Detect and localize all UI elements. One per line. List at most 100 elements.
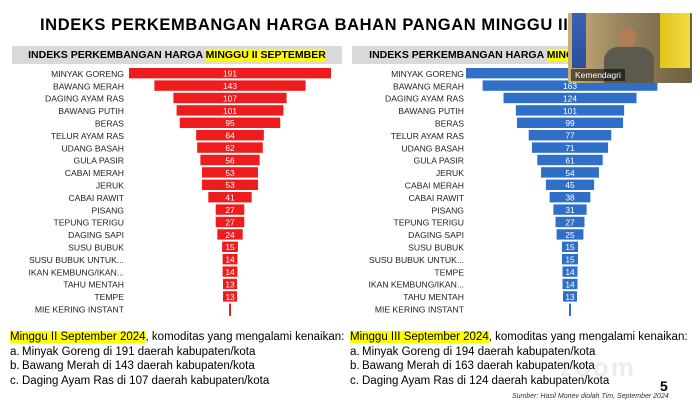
category-label: MINYAK GORENG xyxy=(51,69,124,79)
right-header-prefix: INDEKS PERKEMBANGAN HARGA xyxy=(369,49,547,61)
category-label: CABAI MERAH xyxy=(65,168,124,178)
left-summary-item: a. Minyak Goreng di 191 daerah kabupaten/… xyxy=(10,345,350,360)
category-label: TELUR AYAM RAS xyxy=(391,131,464,141)
speaker-head xyxy=(618,27,636,47)
category-label: SUSU BUBUK xyxy=(408,243,464,253)
bar xyxy=(537,154,603,166)
bar-value-label: 62 xyxy=(225,143,235,153)
bar-value-label: 54 xyxy=(565,168,575,178)
category-label: TEPUNG TERIGU xyxy=(53,218,124,228)
category-label: DAGING SAPI xyxy=(68,230,124,240)
left-summary: Minggu II September 2024, komoditas yang… xyxy=(10,330,350,388)
bar xyxy=(201,167,259,178)
bar-value-label: 27 xyxy=(565,217,575,227)
source-note: Sumber: Hasil Monev diolah Tim, Septembe… xyxy=(512,393,669,400)
bar xyxy=(562,266,578,277)
bar xyxy=(173,92,287,104)
bar-value-label: 53 xyxy=(225,180,235,190)
bar xyxy=(528,130,612,141)
category-label: BAWANG PUTIH xyxy=(398,106,464,116)
category-label: DAGING SAPI xyxy=(408,230,464,240)
left-header-prefix: INDEKS PERKEMBANGAN HARGA xyxy=(28,49,206,61)
right-chart-panel: INDEKS PERKEMBANGAN HARGA MINGGU III SEP… xyxy=(352,46,687,316)
category-label: TEMPE xyxy=(434,267,464,277)
bar-value-label: 14 xyxy=(225,267,235,277)
item-letter: b. xyxy=(10,360,20,372)
left-chart-panel: INDEKS PERKEMBANGAN HARGA MINGGU II SEPT… xyxy=(12,46,342,316)
bar-value-label: 14 xyxy=(225,255,235,265)
page-number: 5 xyxy=(660,378,668,394)
bar xyxy=(561,254,579,265)
category-label: MIE KERING INSTANT xyxy=(375,305,465,315)
bar xyxy=(541,167,599,178)
bar-value-label: 71 xyxy=(565,143,575,153)
right-summary-item: a. Minyak Goreng di 194 daerah kabupaten/… xyxy=(350,345,695,360)
category-label: CABAI MERAH xyxy=(405,181,464,191)
category-label: UDANG BASAH xyxy=(401,143,464,153)
category-label: IKAN KEMBUNG/IKAN... xyxy=(368,280,464,290)
category-label: TELUR AYAM RAS xyxy=(51,131,124,141)
item-text: Daging Ayam Ras di 124 daerah kabupaten/… xyxy=(362,374,610,387)
category-label: GULA PASIR xyxy=(414,156,464,166)
category-label: SUSU BUBUK UNTUK... xyxy=(29,255,124,265)
item-text: Daging Ayam Ras di 107 daerah kabupaten/… xyxy=(22,374,270,387)
bar-value-label: 45 xyxy=(565,180,575,190)
bar-value-label: 31 xyxy=(565,205,575,215)
webcam-video-overlay[interactable]: Kemendagri xyxy=(568,13,692,83)
bar-value-label: 15 xyxy=(565,255,575,265)
right-summary-text: , komoditas yang mengalami kenaikan: xyxy=(488,331,688,343)
bar-value-label: 77 xyxy=(565,131,575,141)
bar xyxy=(222,254,238,265)
item-letter: a. xyxy=(350,345,360,358)
category-label: PISANG xyxy=(92,205,125,215)
left-panel-header: INDEKS PERKEMBANGAN HARGA MINGGU II SEPT… xyxy=(12,46,342,64)
category-label: JERUK xyxy=(436,168,464,178)
item-text: Bawang Merah di 163 daerah kabupaten/kot… xyxy=(362,360,595,372)
bar xyxy=(561,241,579,252)
category-label: JERUK xyxy=(96,181,124,191)
item-letter: c. xyxy=(10,374,19,387)
bar xyxy=(201,179,259,190)
bar xyxy=(129,68,331,79)
bar-value-label: 13 xyxy=(225,292,235,302)
category-label: TAHU MENTAH xyxy=(63,280,124,290)
funnel-stem xyxy=(569,303,571,316)
left-summary-item: b. Bawang Merah di 143 daerah kabupaten/k… xyxy=(10,359,350,374)
bar-value-label: 99 xyxy=(565,118,575,128)
bar-value-label: 56 xyxy=(225,155,235,165)
bar-value-label: 124 xyxy=(563,93,577,103)
bar-value-label: 53 xyxy=(225,168,235,178)
left-summary-period: Minggu II September 2024 xyxy=(10,331,146,343)
bar xyxy=(223,291,237,302)
bar-value-label: 107 xyxy=(223,93,237,103)
bar xyxy=(223,278,237,290)
bar xyxy=(562,278,578,290)
bar-value-label: 191 xyxy=(223,69,237,79)
bar xyxy=(503,92,637,104)
item-text: Bawang Merah di 143 daerah kabupaten/kot… xyxy=(22,360,255,372)
left-summary-text: , komoditas yang mengalami kenaikan: xyxy=(145,331,345,343)
bar-value-label: 41 xyxy=(225,193,235,203)
left-summary-item: c. Daging Ayam Ras di 107 daerah kabupate… xyxy=(10,374,350,389)
bar-value-label: 163 xyxy=(563,81,577,91)
bar xyxy=(555,216,585,228)
flag-blue xyxy=(572,13,586,68)
bar xyxy=(516,117,624,128)
bar xyxy=(515,105,625,116)
bar xyxy=(549,192,591,203)
bar xyxy=(196,130,264,141)
right-funnel-chart: MINYAK GORENG BAWANG MERAH 163 DAGING AYAM … xyxy=(368,68,674,316)
category-label: GULA PASIR xyxy=(74,156,124,166)
bar xyxy=(215,216,245,228)
bar xyxy=(553,204,587,215)
bar-value-label: 27 xyxy=(225,217,235,227)
category-label: TEMPE xyxy=(94,292,124,302)
bar-value-label: 38 xyxy=(565,193,575,203)
category-label: UDANG BASAH xyxy=(61,143,124,153)
bar xyxy=(179,117,281,128)
right-summary-heading: Minggu III September 2024, komoditas yan… xyxy=(350,330,695,345)
bar xyxy=(482,80,658,91)
right-summary-period: Minggu III September 2024 xyxy=(350,331,489,343)
category-label: TAHU MENTAH xyxy=(403,292,464,302)
funnel-stem xyxy=(229,303,231,316)
